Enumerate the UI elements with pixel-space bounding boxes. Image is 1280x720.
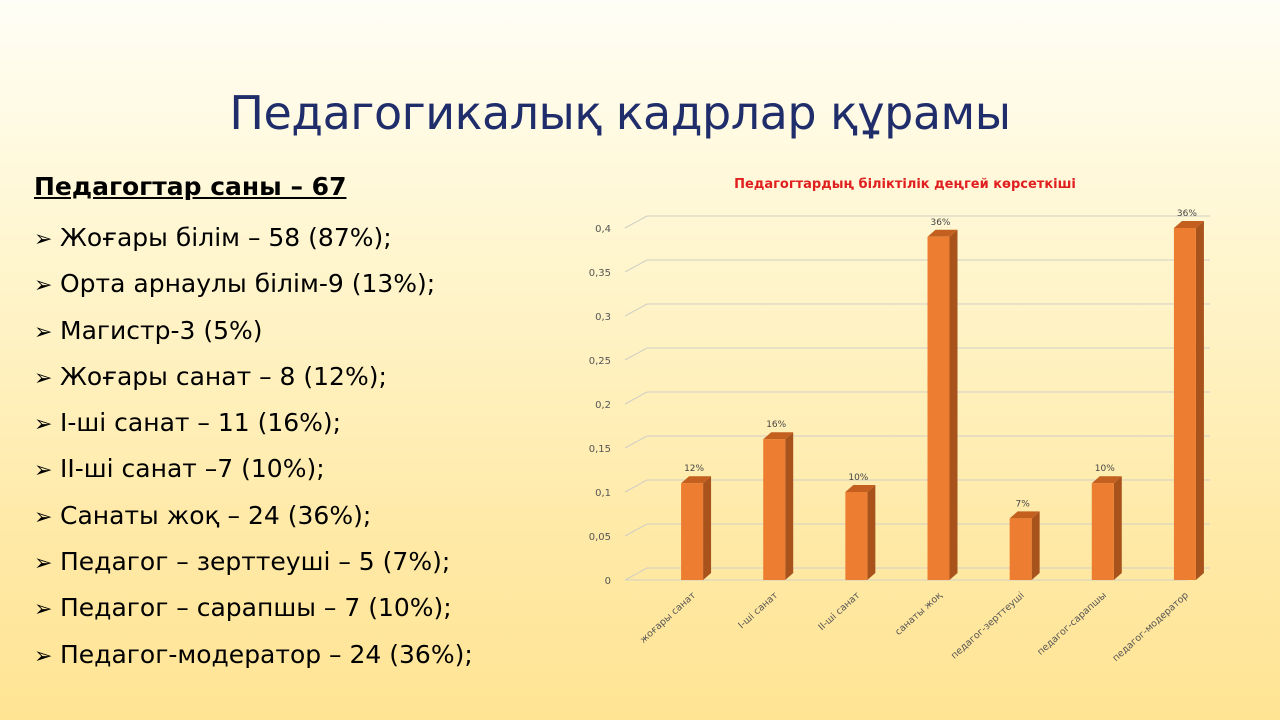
arrow-right-icon: ➢ [34, 365, 53, 391]
x-tick-label: жоғары санат [638, 590, 698, 646]
bar-top [681, 476, 712, 484]
arrow-right-icon: ➢ [34, 551, 53, 577]
y-tick-label: 0,2 [595, 400, 611, 411]
y-tick-label: 0,15 [589, 444, 611, 455]
list-item-text: Магистр-3 (5%) [60, 315, 263, 345]
arrow-right-icon: ➢ [34, 458, 53, 484]
bar-top [1091, 476, 1122, 484]
data-label: 10% [848, 473, 868, 483]
grid-diagonal [624, 347, 648, 361]
y-axis: 0 0,05 0,1 0,15 0,2 0,25 0,3 0,35 0,4 [589, 224, 611, 587]
list-item-text: Орта арнаулы білім-9 (13%); [60, 269, 436, 299]
x-tick-label: І-ші санат [736, 590, 780, 631]
arrow-right-icon: ➢ [34, 273, 53, 299]
grid-diagonal [624, 435, 648, 449]
bar-side [949, 229, 958, 581]
data-label: 7% [1016, 499, 1031, 509]
data-label: 36% [1177, 209, 1197, 219]
arrow-right-icon: ➢ [34, 227, 53, 252]
list-item-text: ІІ-ші санат –7 (10%); [60, 454, 325, 484]
y-tick-label: 0,25 [589, 356, 611, 367]
y-tick-label: 0,35 [589, 268, 611, 279]
list-item: ➢ ІІ-ші санат –7 (10%); [34, 449, 473, 495]
grid-diagonal [624, 391, 648, 405]
bar-top [927, 229, 958, 237]
x-tick-label: педагог-зерттеуші [949, 590, 1027, 661]
list-item-text: Педагог-модератор – 24 (36%); [60, 639, 473, 669]
list-item-text: І-ші санат – 11 (16%); [60, 408, 342, 438]
staff-count-heading: Педагогтар саны – 67 [34, 172, 347, 201]
bar [927, 236, 950, 581]
list-item-text: Педагог – зерттеуші – 5 (7%); [60, 547, 451, 577]
arrow-right-icon: ➢ [34, 597, 53, 623]
list-item: ➢ Орта арнаулы білім-9 (13%); [34, 264, 473, 310]
list-item: ➢ Педагог – зерттеуші – 5 (7%); [34, 542, 473, 588]
bar-side [785, 432, 794, 580]
bar-chart-svg: Педагогтардың біліктілік деңгей көрсеткі… [589, 177, 1210, 664]
data-label: 12% [684, 464, 704, 474]
grid-diagonal [624, 215, 648, 229]
list-item: ➢ Жоғары білім – 58 (87%); [34, 218, 473, 264]
list-item-text: Санаты жоқ – 24 (36%); [60, 500, 372, 530]
arrow-right-icon: ➢ [34, 643, 53, 669]
chart-bars [681, 221, 1204, 581]
y-tick-label: 0 [605, 576, 611, 587]
x-tick-label: санаты жоқ [893, 590, 945, 638]
x-tick-label: ІІ-ші санат [816, 590, 862, 633]
list-item-text: Жоғары білім – 58 (87%); [60, 223, 392, 252]
bar [763, 439, 786, 580]
chart-title: Педагогтардың біліктілік деңгей көрсеткі… [734, 177, 1076, 192]
y-tick-label: 0,05 [589, 532, 611, 543]
arrow-right-icon: ➢ [34, 319, 53, 345]
grid-diagonal [624, 523, 648, 537]
data-label: 16% [766, 420, 786, 430]
arrow-right-icon: ➢ [34, 412, 53, 438]
list-item: ➢ Санаты жоқ – 24 (36%); [34, 496, 473, 542]
list-item: ➢ Магистр-3 (5%) [34, 311, 473, 357]
bar-side [867, 485, 876, 580]
list-item: ➢ Жоғары санат – 8 (12%); [34, 357, 473, 403]
arrow-right-icon: ➢ [34, 504, 53, 530]
grid-diagonal [624, 567, 648, 581]
staff-stats-list: ➢ Жоғары білім – 58 (87%); ➢ Орта арнаулы … [34, 218, 473, 681]
grid-diagonal [624, 259, 648, 273]
bar [1173, 228, 1196, 580]
data-labels: 12% 16% 10% 36% 7% 10% 36% [684, 209, 1197, 509]
bar-side [1031, 511, 1040, 580]
data-label: 36% [930, 218, 950, 228]
qualification-chart: Педагогтардың біліктілік деңгей көрсеткі… [570, 160, 1260, 700]
bar [1091, 483, 1114, 580]
x-tick-label: педагог-модератор [1111, 590, 1191, 664]
data-label: 10% [1095, 464, 1115, 474]
bar-side [1195, 221, 1204, 580]
bar-side [703, 476, 712, 580]
bar-top [763, 432, 794, 440]
bar-top [845, 485, 876, 492]
x-axis: жоғары санат І-ші санат ІІ-ші санат санаты … [638, 590, 1191, 664]
list-item: ➢ Педагог – сарапшы – 7 (10%); [34, 588, 473, 634]
bar-top [1009, 511, 1040, 519]
list-item-text: Жоғары санат – 8 (12%); [60, 361, 387, 391]
list-item-text: Педагог – сарапшы – 7 (10%); [60, 593, 452, 623]
bar [845, 492, 868, 580]
x-tick-label: педагог-сарапшы [1035, 590, 1108, 658]
bar [1009, 518, 1032, 580]
grid-diagonal [624, 303, 648, 317]
list-item: ➢ Педагог-модератор – 24 (36%); [34, 635, 473, 681]
chart-grid [624, 215, 1210, 581]
page-title: Педагогикалық кадрлар құрамы [229, 86, 1011, 140]
bar [681, 483, 704, 580]
list-item: ➢ І-ші санат – 11 (16%); [34, 403, 473, 449]
bar-side [1113, 476, 1122, 580]
y-tick-label: 0,3 [595, 312, 611, 323]
bar-top [1173, 221, 1204, 228]
grid-diagonal [624, 479, 648, 493]
y-tick-label: 0,4 [595, 224, 611, 235]
y-tick-label: 0,1 [595, 488, 611, 499]
